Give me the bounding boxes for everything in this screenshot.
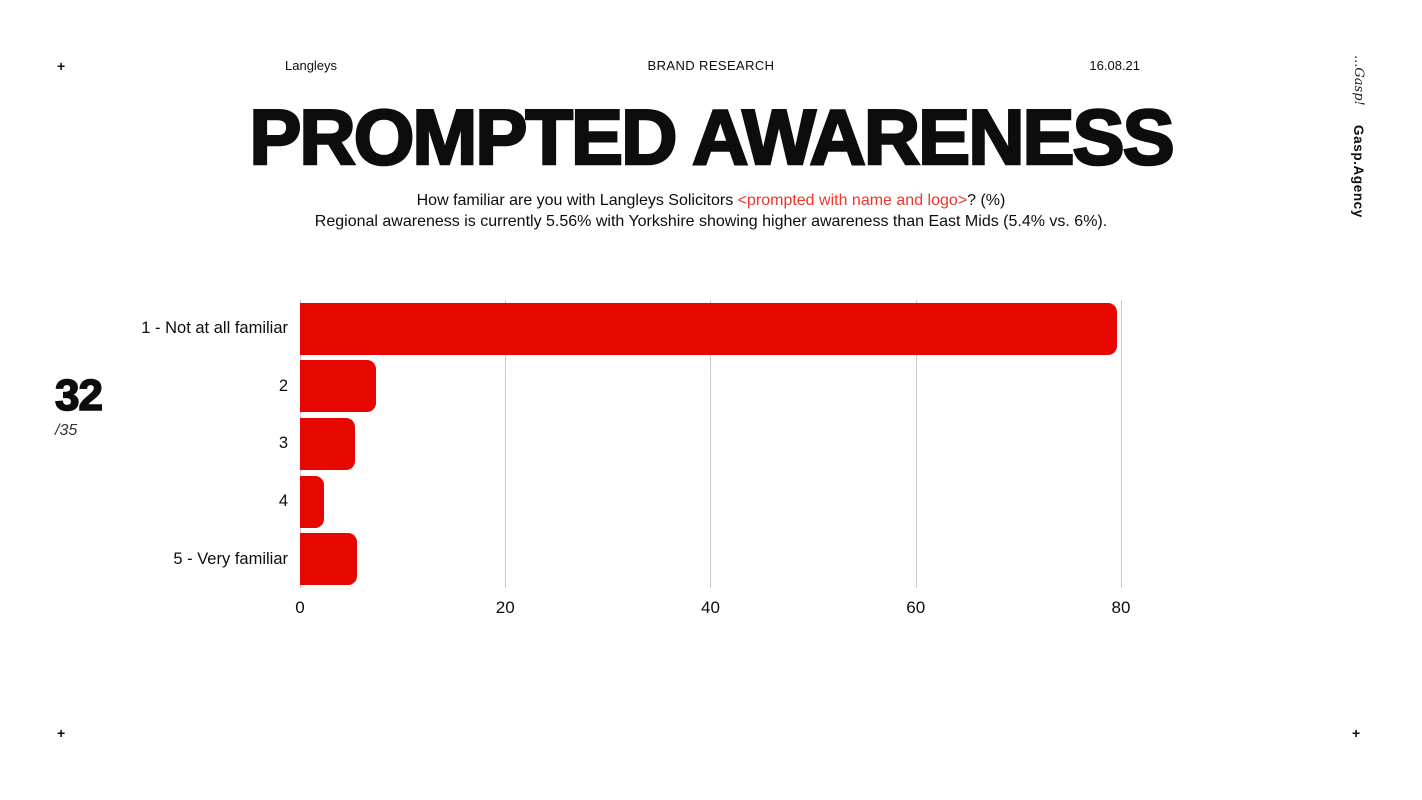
bar-rows [300, 300, 1180, 588]
subtitle-prompt-note: <prompted with name and logo> [737, 192, 968, 209]
gridline-20 [505, 300, 507, 588]
x-tick-label-40: 40 [701, 598, 720, 617]
x-tick-label-80: 80 [1111, 598, 1131, 617]
corner-plus-bottom-left: + [57, 725, 66, 741]
header-date: 16.08.21 [1089, 58, 1140, 73]
page-title: PROMPTED AWARENESS [248, 92, 1176, 183]
corner-plus-bottom-right: + [1352, 725, 1361, 741]
page-number-block: 32 /35 [54, 370, 104, 440]
chart-plot [300, 300, 1180, 588]
gridline-60 [915, 300, 917, 588]
category-label-3: 3 [278, 434, 288, 453]
subtitle: How familiar are you with Langleys Solic… [0, 190, 1422, 232]
bar-chart: 1 - Not at all familiar 2 3 4 5 - Very famil… [130, 300, 1190, 630]
x-axis: 0 20 40 60 80 [295, 594, 1180, 620]
gridline-80 [1120, 300, 1122, 588]
page-total: /35 [55, 422, 78, 440]
agency-wordmark-script: ...Gasp! [1351, 55, 1366, 106]
subtitle-line-1: How familiar are you with Langleys Solic… [0, 190, 1422, 211]
header-client-name: Langleys [285, 58, 338, 73]
bar-4 [300, 475, 324, 528]
x-tick-label-20: 20 [495, 598, 515, 617]
bar-row-4 [300, 473, 1180, 531]
agency-wordmark: Gasp.Agency [1351, 125, 1366, 219]
gridline-40 [710, 300, 712, 588]
subtitle-question-suffix: ? (%) [967, 192, 1006, 209]
x-tick-label-0: 0 [295, 598, 305, 617]
category-label-2: 2 [278, 376, 288, 395]
bar-5 [300, 533, 358, 586]
bar-row-2 [300, 358, 1180, 416]
bar-1 [300, 302, 1117, 355]
category-label-1: 1 - Not at all familiar [141, 319, 288, 338]
bar-row-5 [300, 530, 1180, 588]
bar-3 [300, 417, 356, 470]
category-label-4: 4 [278, 492, 288, 511]
subtitle-line-2: Regional awareness is currently 5.56% wi… [314, 213, 1108, 230]
agency-branding: ...Gasp! Gasp.Agency [1350, 55, 1366, 218]
page-number: 32 [54, 370, 104, 420]
category-labels: 1 - Not at all familiar 2 3 4 5 - Very famil… [130, 300, 288, 588]
header-section-title: BRAND RESEARCH [647, 58, 775, 73]
subtitle-question: How familiar are you with Langleys Solic… [416, 192, 738, 209]
x-tick-label-60: 60 [906, 598, 926, 617]
bar-row-3 [300, 415, 1180, 473]
category-label-5: 5 - Very familiar [173, 549, 288, 568]
bar-row-1 [300, 300, 1180, 358]
corner-plus-top-left: + [57, 58, 66, 74]
bar-2 [300, 360, 376, 413]
